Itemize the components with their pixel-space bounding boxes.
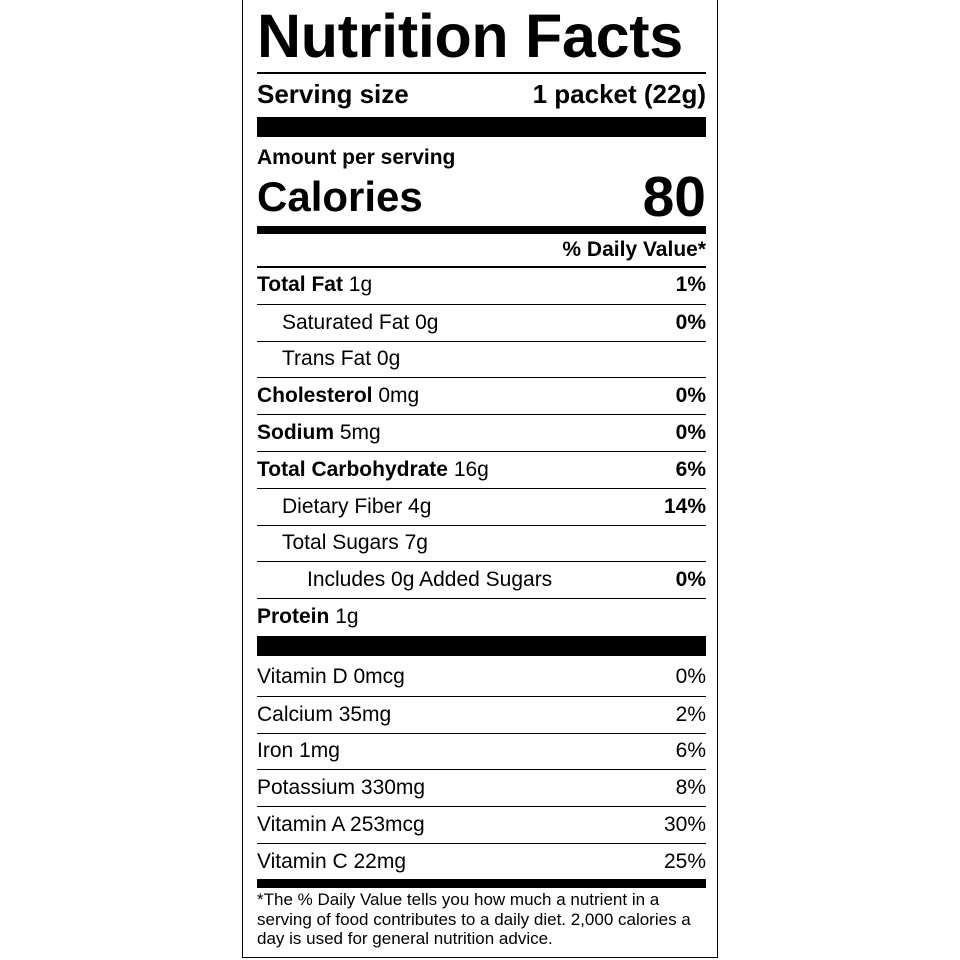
vitamin-row: Calcium 35mg 2% <box>257 695 706 733</box>
nutrient-row: Dietary Fiber 4g 14% <box>257 487 706 525</box>
medium-divider <box>257 226 706 234</box>
calories-label: Calories <box>257 173 423 220</box>
nutrient-daily-value: 0% <box>675 421 706 445</box>
nutrient-daily-value: 0% <box>675 310 706 334</box>
vitamin-daily-value: 6% <box>675 739 706 763</box>
nutrient-name: Saturated Fat <box>282 310 410 334</box>
nutrient-amount: 4g <box>408 494 432 518</box>
vitamin-daily-value: 0% <box>675 665 706 689</box>
thick-divider <box>257 636 706 656</box>
nutrient-name-amount: Protein 1g <box>257 605 359 629</box>
medium-divider <box>257 879 706 888</box>
nutrient-amount: 5mg <box>339 421 381 445</box>
nutrient-name: Total Carbohydrate <box>257 457 448 481</box>
nutrient-amount: 16g <box>453 457 489 481</box>
vitamin-name-amount: Potassium 330mg <box>257 776 425 800</box>
nutrient-name: Includes 0g Added Sugars <box>307 568 553 592</box>
nutrient-amount: 7g <box>404 531 428 555</box>
nutrient-row: Total Sugars 7g <box>257 524 706 562</box>
nutrient-name: Sodium <box>257 421 334 445</box>
nutrient-name-amount: Saturated Fat 0g <box>257 311 438 335</box>
nutrient-row: Includes 0g Added Sugars 0% <box>257 561 706 598</box>
nutrient-name: Trans Fat <box>282 347 372 371</box>
vitamin-daily-value: 25% <box>663 849 706 873</box>
serving-size-label: Serving size <box>257 78 409 109</box>
vitamin-amount: 35mg <box>338 702 392 726</box>
nutrient-row: Total Fat 1g 1% <box>257 267 706 304</box>
nutrient-amount: 1g <box>348 273 373 297</box>
vitamin-name-amount: Vitamin A 253mcg <box>257 813 425 837</box>
vitamin-row: Vitamin A 253mcg 30% <box>257 806 706 843</box>
vitamin-name: Vitamin D <box>257 665 348 689</box>
vitamin-name: Potassium <box>257 776 356 800</box>
vitamin-name: Calcium <box>257 702 333 726</box>
vitamin-name-amount: Calcium 35mg <box>257 703 391 727</box>
nutrient-amount: 0g <box>376 347 401 371</box>
nutrient-row: Sodium 5mg 0% <box>257 414 706 451</box>
nutrient-name: Total Sugars <box>282 531 399 555</box>
label-title: Nutrition Facts <box>257 2 683 70</box>
daily-value-header: % Daily Value* <box>562 238 706 261</box>
vitamin-amount: 1mg <box>299 739 340 763</box>
vitamin-name-amount: Vitamin C 22mg <box>257 850 406 874</box>
nutrient-daily-value: 14% <box>663 494 706 518</box>
nutrient-name-amount: Sodium 5mg <box>257 421 381 445</box>
nutrition-facts-label: Nutrition Facts Serving size 1 packet (2… <box>242 0 718 958</box>
nutrient-name-amount: Total Sugars 7g <box>257 531 428 555</box>
nutrient-name: Dietary Fiber <box>282 494 403 518</box>
vitamin-row: Potassium 330mg 8% <box>257 769 706 806</box>
serving-size-value: 1 packet (22g) <box>532 78 706 109</box>
nutrient-name: Cholesterol <box>257 384 373 408</box>
nutrient-amount: 0mg <box>378 384 420 408</box>
vitamin-amount: 22mg <box>353 849 407 873</box>
nutrient-daily-value: 0% <box>675 384 706 408</box>
nutrient-name-amount: Total Fat 1g <box>257 273 372 297</box>
vitamin-name-amount: Vitamin D 0mcg <box>257 665 405 689</box>
nutrient-name-amount: Trans Fat 0g <box>257 347 400 371</box>
vitamin-name: Vitamin C <box>257 849 348 873</box>
vitamin-amount: 253mcg <box>350 813 425 837</box>
footnote: *The % Daily Value tells you how much a … <box>257 890 691 948</box>
nutrient-row: Total Carbohydrate 16g 6% <box>257 451 706 488</box>
vitamin-daily-value: 8% <box>675 776 706 800</box>
nutrient-amount: 0g <box>415 310 439 334</box>
vitamin-amount: 0mcg <box>353 665 405 689</box>
nutrient-name-amount: Cholesterol 0mg <box>257 384 419 408</box>
vitamin-name-amount: Iron 1mg <box>257 739 340 763</box>
nutrient-daily-value: 0% <box>675 568 706 592</box>
vitamin-daily-value: 30% <box>663 813 706 837</box>
nutrient-daily-value: 6% <box>675 457 706 481</box>
nutrient-name: Protein <box>257 605 330 629</box>
vitamin-name: Iron <box>257 739 294 763</box>
nutrient-row: Trans Fat 0g <box>257 340 706 378</box>
vitamin-daily-value: 2% <box>675 702 706 726</box>
nutrient-name-amount: Total Carbohydrate 16g <box>257 458 489 482</box>
serving-size-row: Serving size 1 packet (22g) <box>257 77 706 111</box>
calories-value: 80 <box>642 165 706 229</box>
calories-row: Calories 80 <box>257 165 706 229</box>
nutrient-daily-value: 1% <box>675 273 706 297</box>
nutrient-name-amount: Includes 0g Added Sugars <box>257 568 552 592</box>
vitamin-name: Vitamin A <box>257 813 345 837</box>
nutrient-row: Cholesterol 0mg 0% <box>257 377 706 414</box>
nutrient-name-amount: Dietary Fiber 4g <box>257 495 431 519</box>
nutrient-row: Saturated Fat 0g 0% <box>257 303 706 341</box>
divider <box>257 266 706 268</box>
thick-divider <box>257 117 706 137</box>
vitamin-amount: 330mg <box>360 776 426 800</box>
nutrient-row: Protein 1g <box>257 598 706 635</box>
vitamin-row: Vitamin D 0mcg 0% <box>257 659 706 696</box>
divider <box>257 72 706 74</box>
vitamin-row: Iron 1mg 6% <box>257 732 706 770</box>
nutrient-amount: 1g <box>335 605 359 629</box>
vitamin-row: Vitamin C 22mg 25% <box>257 843 706 880</box>
amount-per-serving: Amount per serving <box>257 146 456 169</box>
nutrient-name: Total Fat <box>257 273 343 297</box>
